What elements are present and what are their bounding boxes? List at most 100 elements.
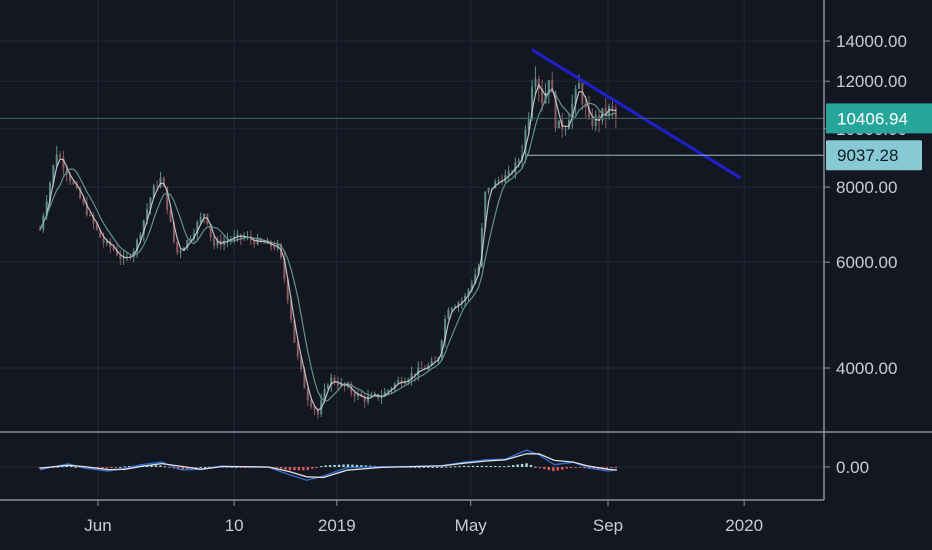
macd-histogram-bar — [556, 467, 559, 471]
candle-body — [594, 114, 597, 127]
candle-body — [581, 83, 584, 104]
candle-body — [273, 246, 276, 249]
candle-body — [159, 177, 162, 187]
macd-histogram-bar — [203, 466, 207, 468]
candle-body — [253, 240, 256, 245]
price-axis-tick-label: 12000.00 — [836, 72, 907, 91]
candle-body — [407, 379, 410, 382]
axes: 4000.006000.008000.0010000.0012000.00140… — [0, 0, 932, 535]
macd-histogram-bar — [181, 467, 185, 471]
macd-histogram-bar — [436, 466, 439, 468]
time-axis-tick-label: 2019 — [318, 516, 356, 535]
candle-body — [454, 306, 457, 308]
candle-body — [136, 239, 139, 251]
candle-body — [169, 210, 172, 222]
candle-body — [323, 389, 326, 401]
macd-histogram-bar — [516, 464, 519, 467]
macd-histogram-bar — [543, 467, 546, 470]
candle-body — [554, 92, 557, 129]
candle-body — [447, 309, 450, 319]
slow-moving-average-line — [39, 88, 616, 402]
candle-body — [69, 174, 72, 182]
candle-body — [306, 388, 309, 401]
macd-histogram-bar — [293, 467, 296, 471]
candle-body — [527, 117, 530, 130]
candle-body — [350, 385, 353, 393]
candle-body — [219, 240, 222, 246]
macd-histogram-bar — [422, 466, 426, 468]
macd-histogram-bar — [592, 467, 595, 469]
candle-body — [55, 154, 58, 166]
candle-body — [139, 234, 142, 240]
support-price-tag[interactable] — [826, 140, 922, 171]
candle-body — [293, 319, 296, 343]
drawing-overlays[interactable] — [0, 48, 824, 179]
macd-histogram-bar — [65, 465, 68, 467]
macd-histogram-bar — [172, 467, 176, 469]
candle-body — [336, 382, 339, 386]
current-price-tag — [826, 103, 932, 134]
macd-indicator-pane[interactable] — [0, 431, 932, 481]
candle-body — [290, 300, 293, 320]
candle-body — [82, 198, 85, 204]
candle-body — [115, 249, 118, 256]
candle-body — [209, 224, 212, 238]
macd-histogram-bar — [494, 466, 497, 468]
candle-body — [514, 162, 517, 173]
candle-body — [390, 388, 393, 391]
candle-body — [216, 240, 219, 246]
grid-lines — [0, 0, 824, 500]
macd-histogram-bar — [467, 465, 470, 467]
price-axis-tick-label: 4000.00 — [836, 359, 897, 378]
candle-body — [357, 393, 360, 397]
macd-histogram-bar — [101, 467, 104, 469]
candle-body — [166, 186, 169, 211]
candle-body — [213, 237, 216, 246]
time-axis-tick-label: Sep — [593, 516, 623, 535]
candle-body — [156, 185, 159, 187]
fast-moving-average-line — [39, 83, 616, 412]
moving-averages — [39, 83, 616, 412]
candle-body — [434, 360, 437, 362]
macd-histogram-bar — [458, 466, 461, 468]
macd-histogram-bar — [355, 464, 359, 467]
candle-body — [223, 240, 226, 246]
macd-histogram-bar — [114, 467, 118, 468]
macd-histogram-bar — [244, 467, 247, 468]
candle-body — [507, 171, 510, 176]
candle-body — [547, 80, 550, 94]
macd-histogram-bar — [360, 465, 363, 467]
macd-histogram-bar — [440, 466, 443, 468]
macd-histogram-bar — [351, 464, 354, 467]
price-axis-tick-label: 14000.00 — [836, 32, 907, 51]
candle-body — [203, 213, 206, 217]
macd-histogram-bar — [154, 465, 158, 467]
candle-body — [330, 377, 333, 385]
candle-body — [192, 233, 195, 239]
candle-body — [367, 396, 370, 402]
candle-body — [460, 300, 463, 303]
candle-body — [122, 257, 125, 259]
candle-body — [464, 295, 467, 301]
macd-histogram-bar — [324, 465, 327, 467]
candle-body — [383, 391, 386, 397]
candle-body — [524, 129, 527, 155]
macd-histogram-bar — [319, 466, 323, 468]
macd-histogram-bar — [614, 467, 618, 468]
macd-histogram-bar — [480, 465, 484, 467]
candle-body — [189, 238, 192, 241]
macd-histogram-bar — [105, 467, 109, 469]
candle-body — [511, 171, 514, 173]
candle-body — [226, 239, 229, 241]
candle-body — [484, 191, 487, 228]
candle-body — [142, 220, 145, 235]
candle-body — [420, 367, 423, 370]
descending-trendline[interactable] — [531, 48, 742, 179]
candle-body — [310, 400, 313, 407]
candle-body — [179, 250, 182, 253]
macd-histogram-bar — [110, 467, 113, 469]
macd-histogram-bar — [498, 466, 501, 468]
candle-body — [591, 117, 594, 127]
